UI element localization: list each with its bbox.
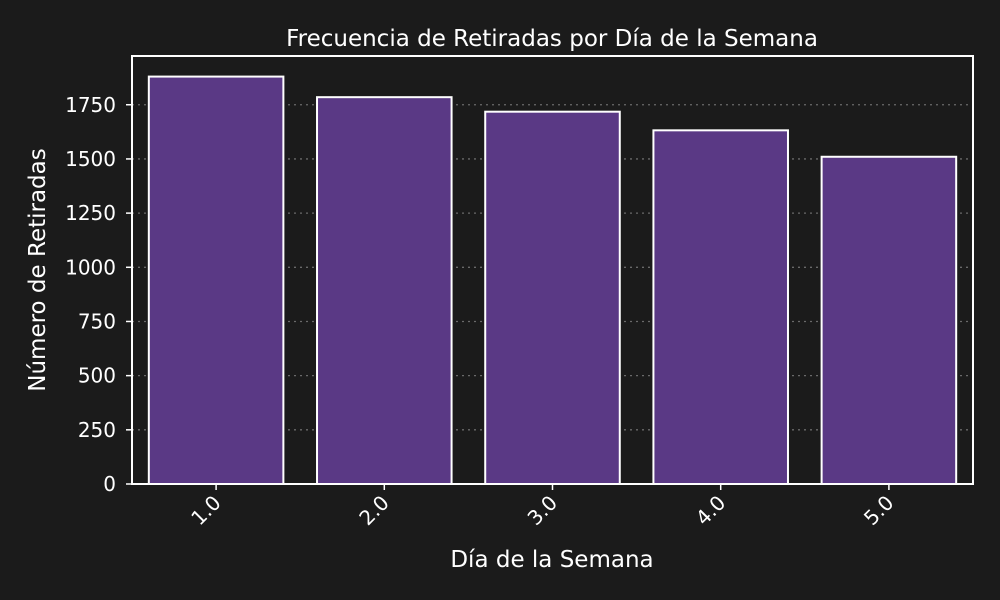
bar — [316, 96, 453, 485]
y-axis-ticks: 0 250 500 750 1000 1250 1500 1750 — [65, 93, 132, 496]
y-tick-label: 0 — [103, 472, 116, 496]
y-tick-label: 1250 — [65, 201, 116, 225]
y-tick-label: 750 — [78, 309, 116, 333]
bar — [147, 75, 285, 485]
y-tick-label: 500 — [78, 364, 116, 388]
y-tick-label: 1500 — [65, 147, 116, 171]
x-axis-label: Día de la Semana — [450, 547, 653, 573]
bar — [820, 155, 958, 485]
y-tick-label: 250 — [78, 418, 116, 442]
bar — [652, 129, 789, 485]
y-tick-label: 1000 — [65, 255, 116, 279]
bars — [147, 75, 958, 485]
bar — [484, 110, 621, 485]
y-tick-label: 1750 — [65, 93, 116, 117]
y-axis-label: Número de Retiradas — [25, 148, 51, 391]
chart-title: Frecuencia de Retiradas por Día de la Se… — [286, 26, 818, 52]
